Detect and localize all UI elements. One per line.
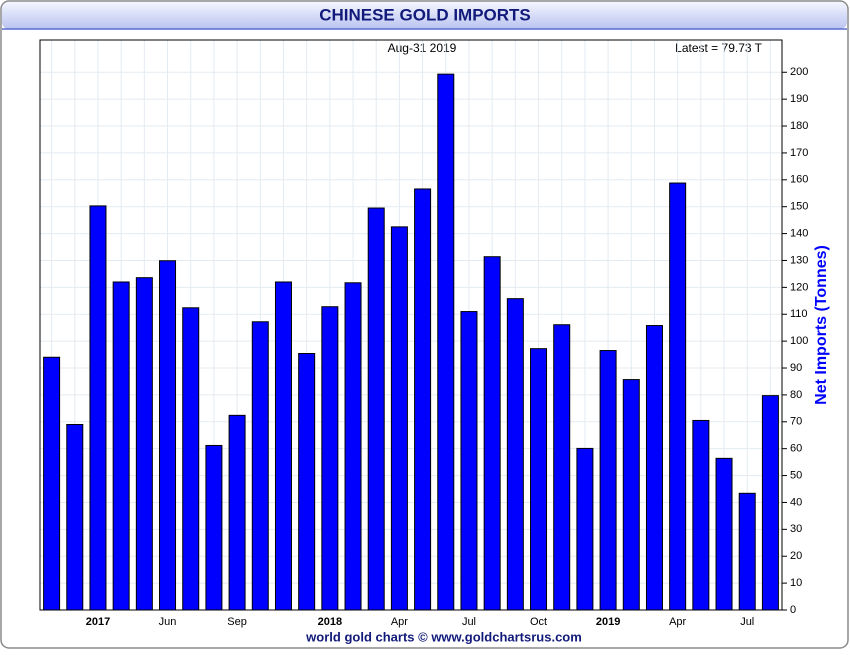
y-tick-label: 170 xyxy=(790,147,808,159)
y-tick-label: 150 xyxy=(790,201,808,213)
y-tick-label: 70 xyxy=(790,416,802,428)
y-tick-label: 160 xyxy=(790,174,808,186)
bar xyxy=(645,325,663,611)
y-tick-label: 180 xyxy=(790,120,808,132)
bar xyxy=(738,492,756,611)
bar xyxy=(159,260,177,611)
bar xyxy=(414,188,432,611)
x-tick-label: Jul xyxy=(462,616,476,628)
bar xyxy=(622,379,640,611)
y-tick-label: 10 xyxy=(790,577,802,589)
x-tick-label: 2019 xyxy=(596,616,620,628)
y-tick-label: 20 xyxy=(790,550,802,562)
y-tick-label: 40 xyxy=(790,496,802,508)
y-tick-label: 190 xyxy=(790,93,808,105)
bar xyxy=(344,282,362,611)
x-tick-label: Sep xyxy=(227,616,247,628)
y-tick-label: 0 xyxy=(790,604,796,616)
y-tick-label: 120 xyxy=(790,281,808,293)
chart-title: CHINESE GOLD IMPORTS xyxy=(319,5,531,24)
bar xyxy=(530,348,548,611)
bar xyxy=(182,307,200,611)
bar xyxy=(669,182,687,611)
bar xyxy=(135,277,153,611)
bar xyxy=(390,226,408,611)
bar xyxy=(367,207,385,611)
y-tick-label: 130 xyxy=(790,254,808,266)
bar xyxy=(321,306,339,611)
y-axis-label: Net Imports (Tonnes) xyxy=(813,245,830,405)
y-tick-label: 200 xyxy=(790,66,808,78)
y-tick-label: 110 xyxy=(790,308,808,320)
y-tick-label: 140 xyxy=(790,227,808,239)
bar xyxy=(553,324,571,611)
bar xyxy=(506,298,524,611)
bar xyxy=(437,73,455,611)
y-tick-label: 90 xyxy=(790,362,802,374)
x-tick-label: 2018 xyxy=(318,616,342,628)
bar xyxy=(298,353,316,611)
bar xyxy=(576,447,594,611)
latest-annotation: Latest = 79.73 T xyxy=(675,41,763,55)
bar xyxy=(599,350,617,611)
plot-border xyxy=(39,39,783,611)
bar xyxy=(483,256,501,611)
footer: world gold charts © www.goldchartsrus.co… xyxy=(305,629,582,644)
bar xyxy=(89,205,107,611)
bar xyxy=(274,281,292,611)
bar xyxy=(460,311,478,611)
bar xyxy=(251,321,269,611)
x-tick-label: Oct xyxy=(530,616,547,628)
bar xyxy=(43,356,61,611)
y-tick-label: 100 xyxy=(790,335,808,347)
y-tick-label: 60 xyxy=(790,443,802,455)
bar xyxy=(205,444,223,611)
bar xyxy=(715,457,733,611)
bar xyxy=(66,423,84,611)
y-tick-label: 30 xyxy=(790,523,802,535)
x-tick-label: Apr xyxy=(391,616,408,628)
bar xyxy=(761,395,779,611)
y-tick-label: 80 xyxy=(790,389,802,401)
x-tick-label: 2017 xyxy=(86,616,110,628)
x-tick-label: Apr xyxy=(669,616,686,628)
title-bar xyxy=(2,2,847,29)
x-tick-label: Jun xyxy=(159,616,177,628)
x-tick-label: Jul xyxy=(740,616,754,628)
bar xyxy=(228,414,246,611)
bar xyxy=(112,281,130,611)
bar xyxy=(692,419,710,611)
y-tick-label: 50 xyxy=(790,469,802,481)
